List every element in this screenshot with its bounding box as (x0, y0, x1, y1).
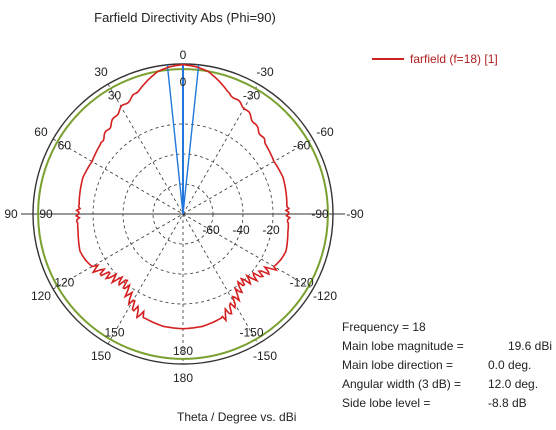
legend-swatch (372, 58, 404, 60)
outer-angle-label: 150 (91, 349, 111, 363)
info-label: Main lobe direction = (342, 358, 454, 372)
outer-angle-label: 60 (34, 125, 48, 139)
beamwidth-line (182, 64, 200, 215)
info-row-main-lobe-direction: Main lobe direction = 0.0 deg. (342, 356, 552, 375)
inner-angle-label: 120 (54, 276, 74, 290)
outer-angle-label: -90 (346, 207, 364, 221)
info-label: Side lobe level = (342, 396, 431, 410)
inner-angle-label: -60 (293, 139, 311, 153)
info-value: 0.0 deg. (488, 358, 532, 372)
outer-angle-label: 180 (173, 371, 193, 385)
chart-title: Farfield Directivity Abs (Phi=90) (94, 10, 276, 25)
info-value: -8.8 dB (488, 396, 527, 410)
info-frequency: Frequency = 18 (342, 320, 426, 334)
radial-tick-labels: -60 -40 -20 (202, 223, 280, 237)
outer-angle-label: 90 (4, 207, 18, 221)
directivity-trace (74, 63, 292, 330)
outer-angle-label: -60 (316, 125, 334, 139)
beamwidth-line (166, 64, 184, 215)
inner-angle-labels: 0 30 -30 60 -60 90 -90 120 -120 150 -150 180 (39, 75, 329, 358)
info-row-angular-width: Angular width (3 dB) = 12.0 deg. (342, 375, 552, 394)
inner-angle-label: 0 (180, 75, 187, 89)
legend-label: farfield (f=18) [1] (410, 52, 498, 66)
radial-tick-label: -60 (202, 223, 220, 237)
outer-angle-label: 30 (94, 65, 108, 79)
directivity-curve (74, 63, 292, 330)
inner-angle-label: 150 (104, 326, 124, 340)
inner-angle-label: 90 (39, 207, 53, 221)
inner-angle-label: -120 (290, 276, 314, 290)
radial-tick-label: -40 (232, 223, 250, 237)
beamwidth-lines (166, 64, 200, 215)
outer-angle-label: -150 (253, 349, 277, 363)
inner-angle-label: -90 (311, 207, 329, 221)
info-label: Main lobe magnitude = (342, 339, 464, 353)
inner-angle-label: -150 (239, 326, 263, 340)
outer-angle-label: 0 (180, 48, 187, 62)
outer-angle-label: 120 (31, 289, 51, 303)
info-row-frequency: Frequency = 18 (342, 318, 552, 337)
outer-angle-label: -30 (256, 65, 274, 79)
inner-angle-label: 180 (173, 344, 193, 358)
result-summary: Frequency = 18 Main lobe magnitude = 19.… (342, 318, 552, 413)
info-value: 12.0 deg. (488, 377, 539, 391)
outer-angle-label: -120 (313, 289, 337, 303)
x-axis-label: Theta / Degree vs. dBi (177, 410, 297, 424)
inner-angle-label: -30 (243, 88, 261, 102)
info-label: Angular width (3 dB) = (342, 377, 462, 391)
legend: farfield (f=18) [1] (372, 52, 498, 66)
radial-tick-label: -20 (262, 223, 280, 237)
inner-angle-label: 30 (108, 88, 122, 102)
info-row-main-lobe-magnitude: Main lobe magnitude = 19.6 dBi (342, 337, 552, 356)
info-row-side-lobe-level: Side lobe level = -8.8 dB (342, 394, 552, 413)
inner-angle-label: 60 (58, 139, 72, 153)
info-value: 19.6 dBi (507, 339, 552, 353)
outer-angle-labels: 0 30 -30 60 -60 90 -90 120 -120 150 -150 180 (4, 48, 364, 385)
